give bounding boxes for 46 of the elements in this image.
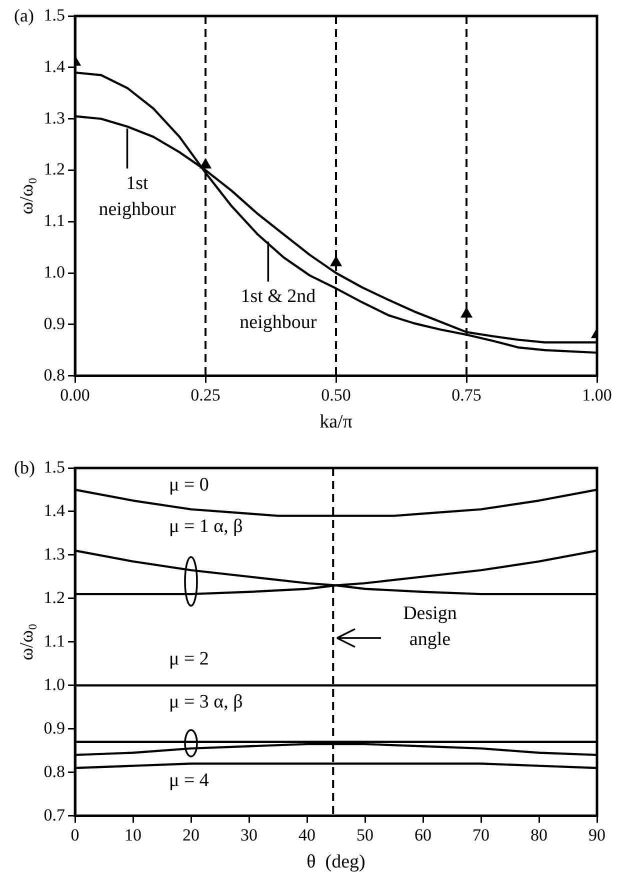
x-tick-label: 30 [240,825,258,844]
y-tick-label: 0.9 [44,718,66,738]
x-tick-label: 80 [530,825,548,844]
y-axis-title: ω/ω₀ [16,623,38,660]
annotation: 1st & 2nd neighbour [240,286,318,334]
annotation: Design angle [403,602,458,650]
chart-title: (b) [14,458,35,478]
y-tick-label: 1.0 [44,674,66,694]
chart-title: (a) [14,6,34,26]
x-tick-label: 0.50 [321,385,351,404]
y-tick-label: 1.0 [44,262,66,282]
annotation: μ = 2 [169,648,209,670]
y-tick-label: 1.4 [44,500,66,520]
x-axis-title: ka/π [320,412,353,433]
y-tick-label: 1.3 [44,544,66,564]
y-tick-label: 1.5 [44,457,66,476]
y-tick-label: 1.4 [44,56,66,76]
y-tick-label: 0.8 [44,762,66,781]
x-tick-label: 10 [124,825,142,844]
y-tick-label: 1.5 [44,5,66,24]
x-tick-label: 0 [70,825,80,844]
x-tick-label: 1.00 [582,385,612,404]
annotation: μ = 3 α, β [169,692,243,713]
y-tick-label: 1.1 [44,631,66,650]
y-tick-label: 1.2 [44,160,66,179]
x-tick-label: 60 [414,825,432,844]
x-tick-label: 50 [356,825,374,844]
y-tick-label: 0.8 [44,365,66,384]
x-tick-label: 20 [182,825,200,844]
x-tick-label: 90 [588,825,606,844]
x-tick-label: 0.25 [190,385,220,404]
y-tick-label: 0.9 [44,314,66,333]
x-tick-label: 40 [298,825,316,844]
y-tick-label: 1.1 [44,211,66,230]
y-tick-label: 1.2 [44,588,66,607]
y-tick-label: 0.7 [44,805,66,824]
x-tick-label: 0.75 [452,385,482,404]
annotation: μ = 1 α, β [169,516,243,538]
x-tick-label: 0.00 [60,385,90,404]
y-axis-title: ω/ω₀ [16,177,38,214]
annotation: μ = 0 [169,474,209,496]
annotation: 1st neighbour [98,172,176,220]
x-tick-label: 70 [472,825,490,844]
y-tick-label: 1.3 [44,108,66,128]
x-axis-title: θ (deg) [306,852,366,873]
annotation: μ = 4 [169,770,210,792]
